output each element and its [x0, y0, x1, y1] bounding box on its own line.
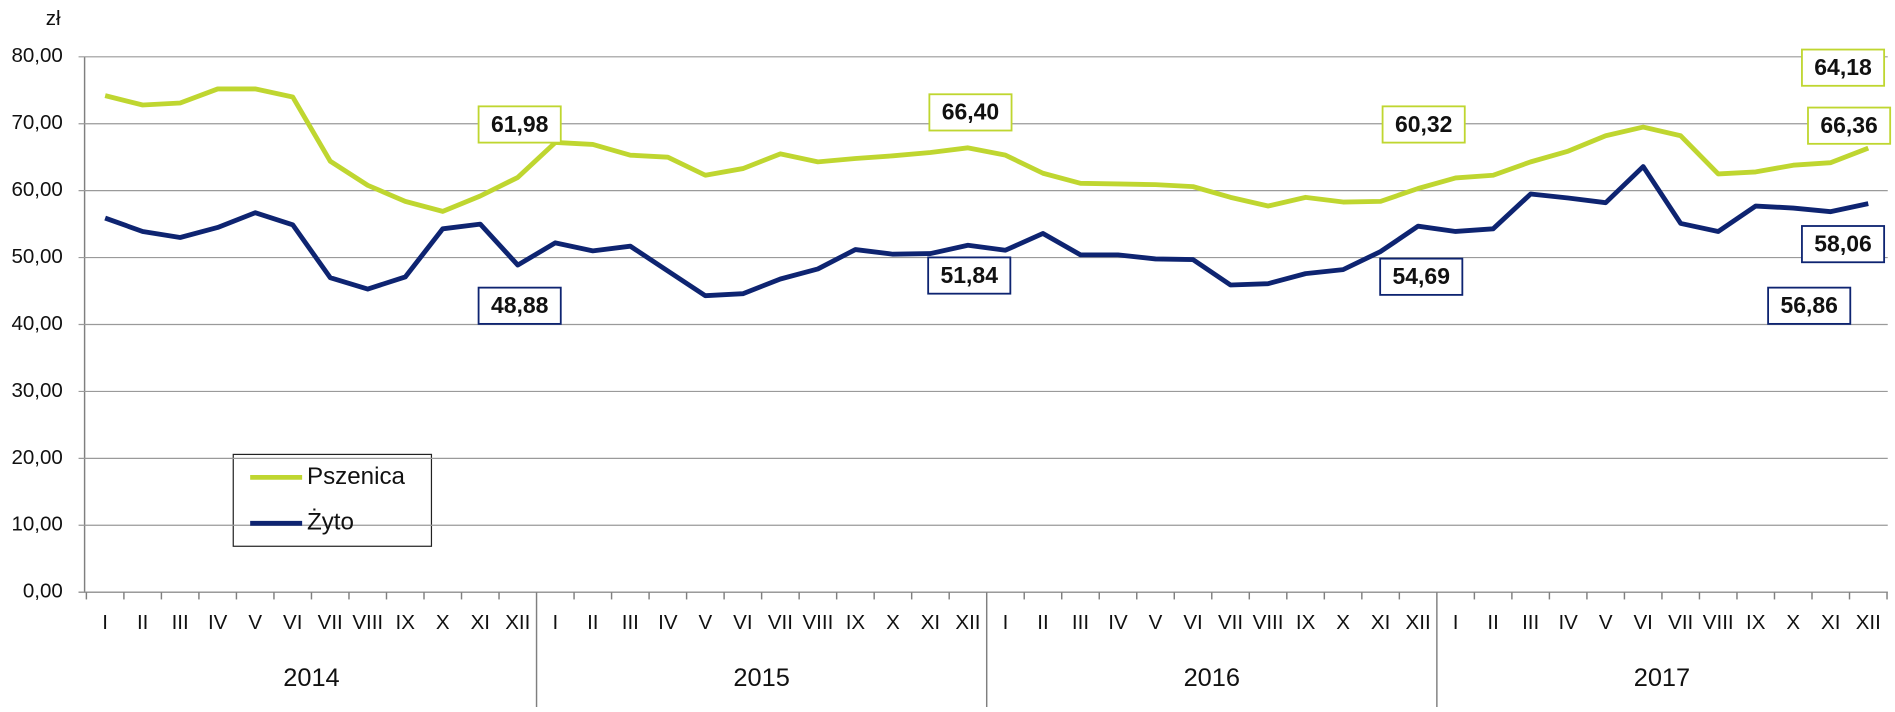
- x-tick-label: I: [1453, 611, 1459, 634]
- x-tick-label: VIII: [1253, 611, 1284, 634]
- x-tick-label: III: [1072, 611, 1089, 634]
- x-tick-label: XI: [921, 611, 940, 634]
- value-label-box: [477, 105, 562, 144]
- x-tick-label: V: [248, 611, 262, 634]
- x-tick-label: VI: [733, 611, 752, 634]
- x-tick-label: II: [587, 611, 598, 634]
- x-tick-label: VI: [1633, 611, 1652, 634]
- value-label: 66,40: [942, 99, 999, 125]
- year-label: 2017: [1634, 664, 1690, 692]
- x-tick-label: IV: [658, 611, 678, 634]
- x-tick-label: IX: [1746, 611, 1766, 634]
- value-label-box: [1767, 286, 1852, 325]
- x-tick-label: IV: [208, 611, 228, 634]
- x-tick-label: II: [1037, 611, 1048, 634]
- y-tick-label: 50,00: [11, 245, 62, 268]
- value-label-box: [1381, 105, 1466, 144]
- x-tick-label: VII: [1218, 611, 1243, 634]
- value-label-box: [1801, 48, 1886, 87]
- x-tick-label: VI: [283, 611, 302, 634]
- x-tick-label: XII: [955, 611, 980, 634]
- value-label: 61,98: [491, 111, 549, 137]
- value-label-box: [1379, 257, 1464, 296]
- x-tick-label: VI: [1183, 611, 1202, 634]
- value-label-box: [1801, 225, 1886, 264]
- x-tick-label: X: [886, 611, 900, 634]
- x-tick-label: VIII: [802, 611, 833, 634]
- x-tick-label: VII: [1668, 611, 1693, 634]
- x-tick-label: X: [436, 611, 450, 634]
- x-tick-label: XII: [1406, 611, 1431, 634]
- value-label: 60,32: [1395, 111, 1452, 137]
- x-tick-label: I: [552, 611, 558, 634]
- value-label-box: [927, 256, 1012, 295]
- series-line: [104, 86, 1870, 214]
- x-tick-label: XI: [471, 611, 490, 634]
- x-tick-label: IV: [1558, 611, 1578, 634]
- x-tick-label: V: [1599, 611, 1613, 634]
- value-label: 54,69: [1393, 263, 1450, 289]
- y-tick-label: 10,00: [11, 513, 62, 536]
- x-tick-label: IX: [846, 611, 866, 634]
- x-tick-label: III: [1522, 611, 1539, 634]
- value-label: 64,18: [1814, 54, 1872, 80]
- x-tick-label: III: [622, 611, 639, 634]
- x-tick-label: XII: [1856, 611, 1881, 634]
- y-tick-label: 30,00: [11, 379, 62, 402]
- value-label-box: [1807, 106, 1892, 145]
- y-tick-label: 40,00: [11, 312, 62, 335]
- series-line: [104, 164, 1869, 299]
- y-tick-label: 60,00: [11, 178, 62, 201]
- value-label: 56,86: [1780, 292, 1837, 318]
- year-label: 2014: [283, 664, 339, 692]
- x-tick-label: VIII: [1703, 611, 1734, 634]
- x-tick-label: IV: [1108, 611, 1128, 634]
- x-tick-label: V: [1149, 611, 1163, 634]
- legend-label: Żyto: [307, 509, 354, 536]
- x-tick-label: IX: [396, 611, 416, 634]
- y-tick-label: 20,00: [11, 446, 62, 469]
- x-tick-label: VIII: [352, 611, 383, 634]
- value-label-box: [928, 93, 1013, 132]
- legend-label: Pszenica: [307, 463, 406, 490]
- x-tick-label: VII: [318, 611, 343, 634]
- year-label: 2016: [1184, 664, 1240, 692]
- x-tick-label: I: [102, 611, 108, 634]
- y-unit: zł: [46, 7, 61, 30]
- x-tick-label: X: [1336, 611, 1350, 634]
- x-tick-label: XI: [1821, 611, 1840, 634]
- x-tick-label: II: [1487, 611, 1498, 634]
- value-label: 48,88: [491, 292, 549, 318]
- legend: [232, 453, 433, 547]
- value-label-box: [477, 286, 562, 325]
- x-tick-label: X: [1786, 611, 1800, 634]
- value-label: 58,06: [1814, 230, 1871, 256]
- value-label: 51,84: [941, 262, 999, 288]
- y-tick-label: 80,00: [11, 44, 62, 67]
- x-tick-label: II: [137, 611, 148, 634]
- x-tick-label: III: [172, 611, 189, 634]
- x-tick-label: XII: [505, 611, 530, 634]
- value-label: 66,36: [1820, 112, 1877, 138]
- y-tick-label: 0,00: [23, 580, 63, 603]
- x-tick-label: XI: [1371, 611, 1390, 634]
- year-label: 2015: [733, 664, 789, 692]
- x-tick-label: VII: [768, 611, 793, 634]
- x-tick-label: I: [1003, 611, 1009, 634]
- y-tick-label: 70,00: [11, 111, 62, 134]
- x-tick-label: IX: [1296, 611, 1316, 634]
- x-tick-label: V: [699, 611, 713, 634]
